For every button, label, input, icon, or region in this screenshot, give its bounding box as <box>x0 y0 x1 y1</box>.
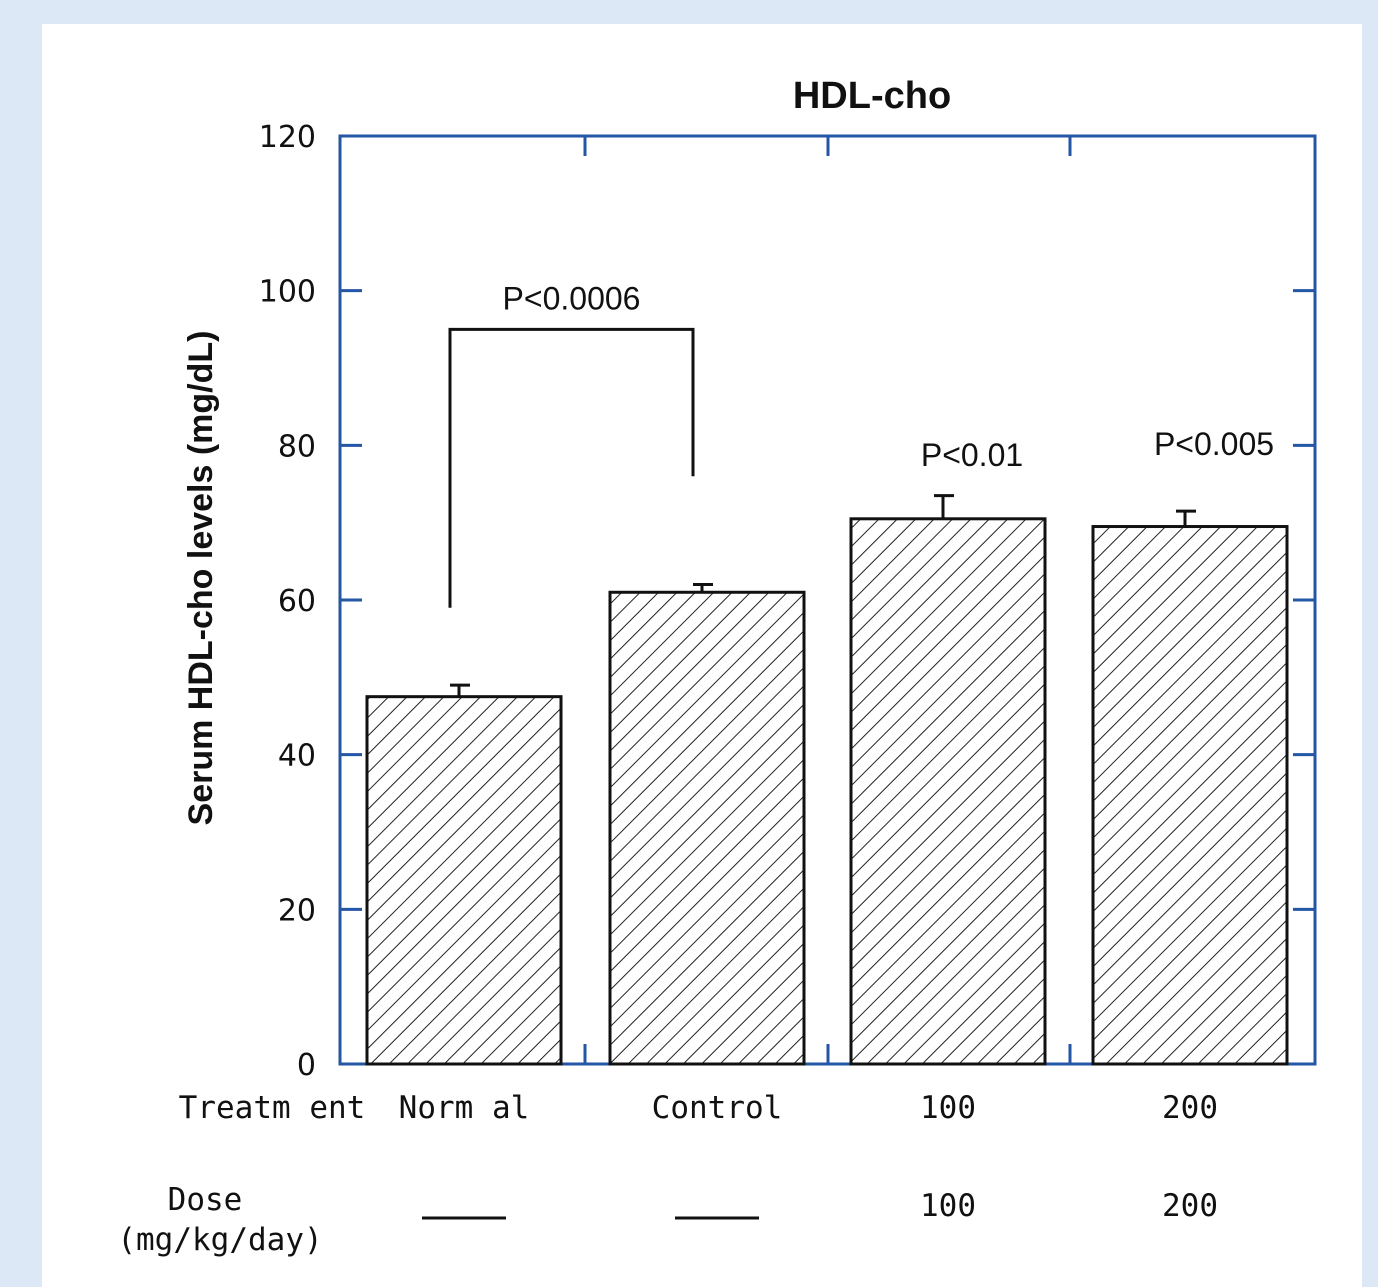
y-tick-label: 40 <box>278 739 316 774</box>
row-label: Dose <box>168 1182 243 1218</box>
bar <box>608 590 806 1066</box>
chart-title: HDL-cho <box>793 75 951 117</box>
row-label: Treatm ent <box>179 1090 366 1126</box>
bar <box>365 695 563 1066</box>
table-cell: 200 <box>1162 1090 1218 1126</box>
y-tick-label: 80 <box>278 429 316 464</box>
y-tick-label: 0 <box>297 1048 316 1083</box>
table-cell: Control <box>652 1090 783 1126</box>
bar <box>1091 525 1289 1066</box>
table-cell: 100 <box>920 1090 976 1126</box>
y-tick-label: 100 <box>259 275 316 310</box>
p-value-label: P<0.005 <box>1154 426 1274 462</box>
y-axis-label: Serum HDL-cho levels (mg/dL) <box>182 331 220 826</box>
p-value-label: P<0.01 <box>921 437 1023 473</box>
y-tick-label: 60 <box>278 584 316 619</box>
p-value-label: P<0.0006 <box>503 280 641 316</box>
table-cell: 200 <box>1162 1188 1218 1224</box>
row-label-unit: (mg/kg/day) <box>117 1222 322 1258</box>
table-cell: Norm al <box>399 1090 530 1126</box>
plot-frame: 0 20 40 60 80 100 120 <box>259 120 1317 1083</box>
bar <box>849 517 1047 1066</box>
table-cell: 100 <box>920 1188 976 1224</box>
treatment-dose-table: Treatm ent Norm al Control 100 200 Dose (mg/kg… <box>117 1090 1218 1258</box>
y-tick-label: 20 <box>278 893 316 928</box>
significance-bracket <box>448 327 695 608</box>
bars <box>365 494 1289 1066</box>
y-tick-label: 120 <box>259 120 316 155</box>
significance-annotations: P<0.0006 P<0.01 P<0.005 <box>448 280 1274 608</box>
